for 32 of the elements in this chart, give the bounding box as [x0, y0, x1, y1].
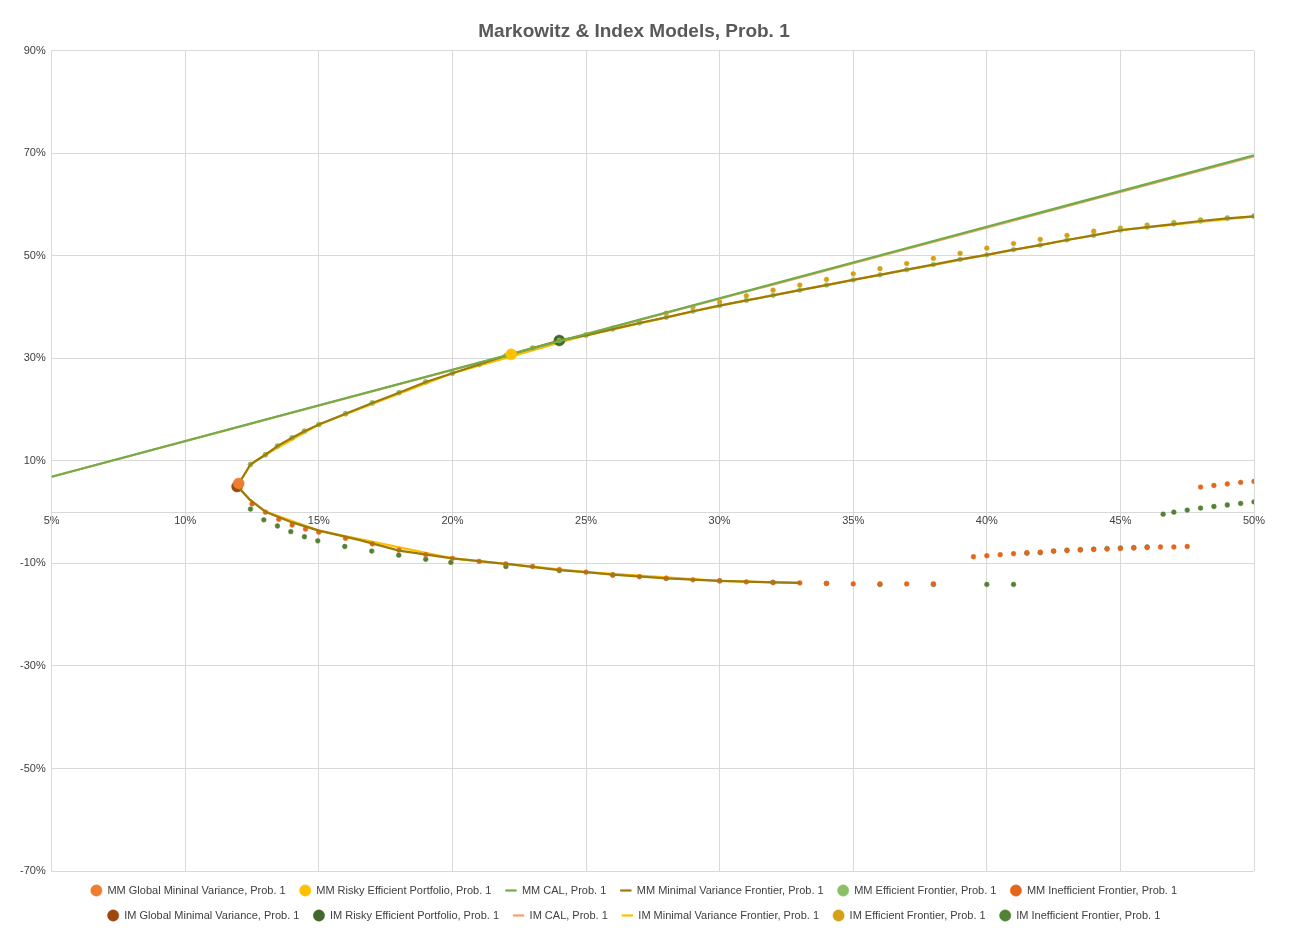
legend-label: MM Global Mininal Variance, Prob. 1 [107, 883, 286, 896]
x-tick-label: 50% [1242, 513, 1266, 526]
legend-label: MM Inefficient Frontier, Prob. 1 [1026, 883, 1178, 896]
x-tick-label: 35% [842, 513, 865, 526]
y-tick-label: 70% [23, 146, 46, 159]
legend-label: MM CAL, Prob. 1 [521, 883, 607, 896]
x-tick-label: 20% [441, 513, 464, 526]
y-tick-label: -10% [19, 556, 46, 569]
legend-label: MM Minimal Variance Frontier, Prob. 1 [636, 883, 824, 896]
y-tick-label: -50% [19, 761, 46, 774]
x-tick-label: 25% [575, 513, 598, 526]
x-tick-label: 10% [174, 513, 197, 526]
legend-label: IM CAL, Prob. 1 [529, 908, 608, 921]
x-tick-label: 5% [43, 513, 60, 526]
legend-label: IM Minimal Variance Frontier, Prob. 1 [638, 908, 820, 921]
legend-label: IM Global Minimal Variance, Prob. 1 [124, 908, 300, 921]
x-tick-label: 30% [708, 513, 731, 526]
chart-title: Markowitz & Index Models, Prob. 1 [478, 19, 791, 41]
legend-label: MM Risky Efficient Portfolio, Prob. 1 [316, 883, 492, 896]
y-tick-label: -70% [19, 864, 46, 877]
legend-label: IM Efficient Frontier, Prob. 1 [849, 908, 986, 921]
y-tick-label: 30% [23, 351, 46, 364]
x-tick-label: 15% [307, 513, 331, 526]
legend-label: IM Inefficient Frontier, Prob. 1 [1016, 908, 1161, 921]
legend-label: MM Efficient Frontier, Prob. 1 [854, 883, 997, 896]
y-tick-label: 90% [23, 43, 46, 56]
legend-label: IM Risky Efficient Portfolio, Prob. 1 [329, 908, 500, 921]
y-tick-label: -30% [19, 658, 46, 671]
y-tick-label: 10% [23, 453, 46, 466]
x-tick-label: 45% [1109, 513, 1132, 526]
y-tick-label: 50% [23, 248, 46, 261]
x-tick-label: 40% [975, 513, 999, 526]
